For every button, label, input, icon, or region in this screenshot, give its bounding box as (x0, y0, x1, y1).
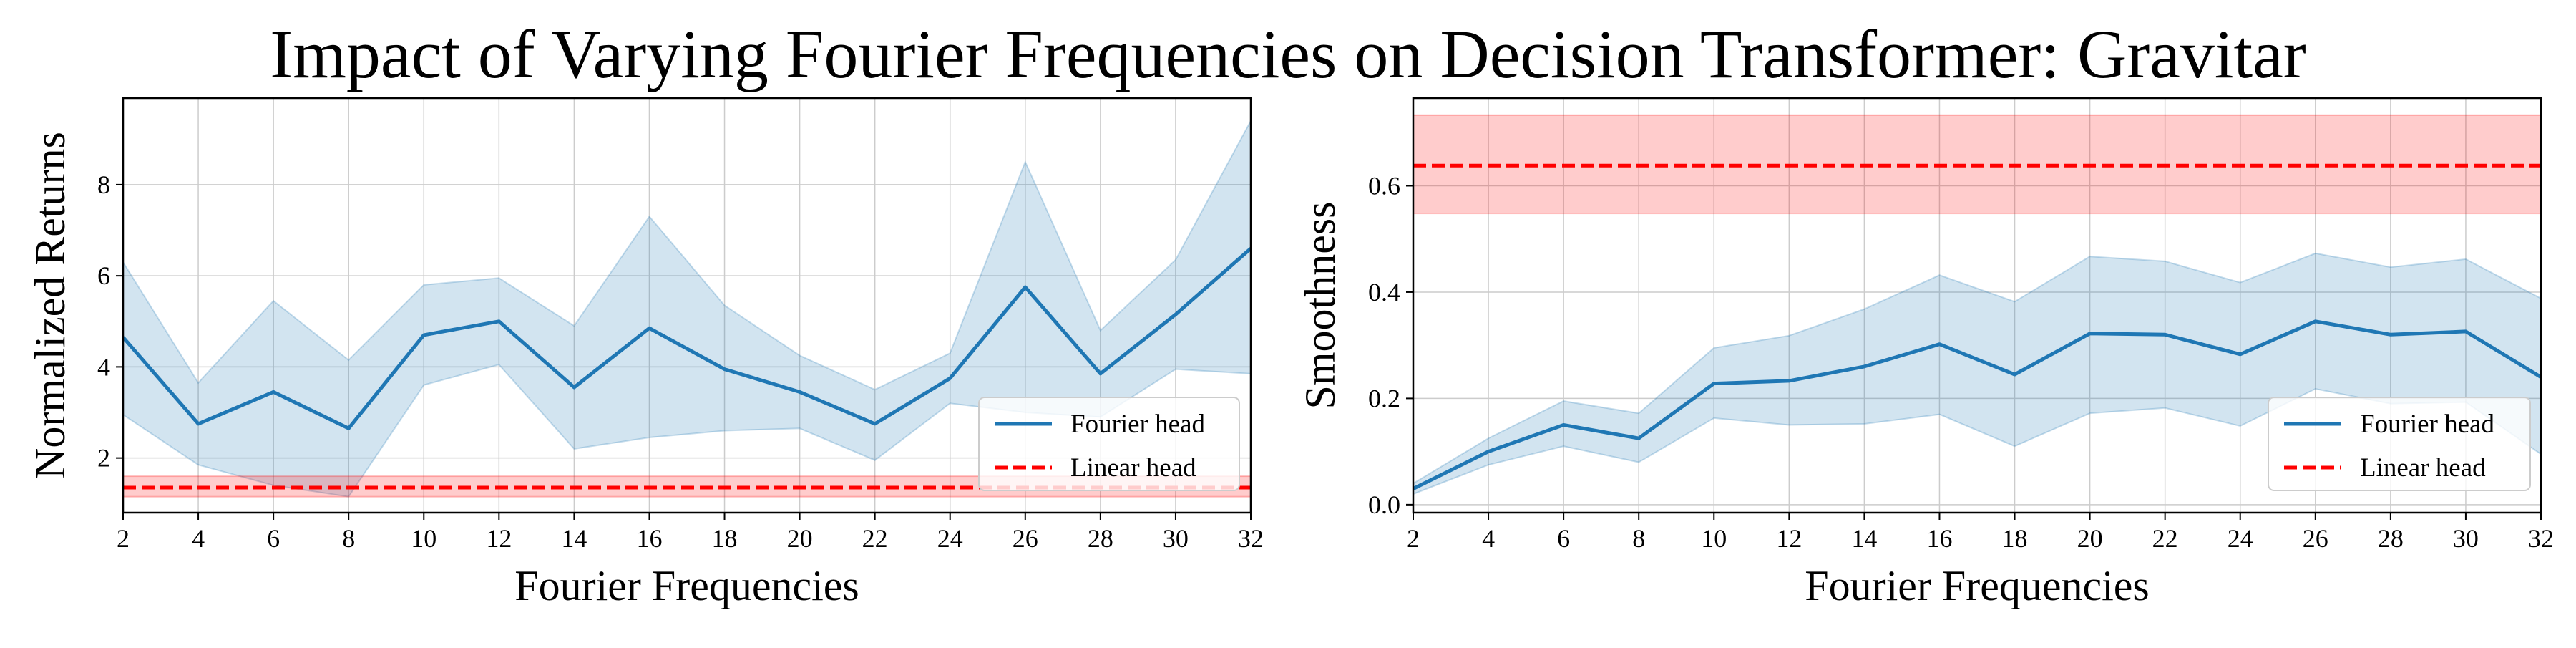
x-tick-label: 6 (267, 524, 280, 553)
y-tick-label: 0.2 (1368, 384, 1400, 412)
y-tick-label: 6 (97, 261, 110, 290)
y-axis-label: Smoothness (1297, 201, 1344, 409)
x-tick-label: 20 (787, 524, 813, 553)
x-tick-label: 32 (2528, 524, 2554, 553)
x-tick-label: 14 (561, 524, 587, 553)
x-tick-label: 18 (712, 524, 738, 553)
y-tick-label: 0.4 (1368, 278, 1400, 306)
y-axis-label: Normalized Returns (26, 132, 74, 479)
x-tick-label: 16 (1926, 524, 1952, 553)
y-tick-label: 8 (97, 170, 110, 199)
x-axis-label: Fourier Frequencies (1805, 562, 2150, 609)
x-tick-label: 32 (1238, 524, 1264, 553)
legend-label: Fourier head (2360, 410, 2495, 439)
legend-label: Linear head (2360, 453, 2486, 483)
x-tick-label: 20 (2077, 524, 2103, 553)
x-tick-label: 28 (2378, 524, 2404, 553)
x-tick-label: 18 (2002, 524, 2028, 553)
x-tick-label: 16 (636, 524, 662, 553)
y-tick-label: 0.0 (1368, 490, 1400, 519)
figure-title: Impact of Varying Fourier Frequencies on… (270, 16, 2306, 92)
x-tick-label: 10 (411, 524, 436, 553)
x-tick-label: 8 (1632, 524, 1645, 553)
x-tick-label: 28 (1088, 524, 1113, 553)
legend: Fourier head Linear head (2268, 397, 2530, 490)
y-tick-label: 2 (97, 444, 110, 473)
x-axis-label: Fourier Frequencies (514, 562, 859, 609)
x-tick-label: 14 (1851, 524, 1877, 553)
x-tick-label: 10 (1701, 524, 1727, 553)
x-tick-label: 12 (486, 524, 512, 553)
x-tick-label: 26 (1013, 524, 1038, 553)
legend-label: Fourier head (1070, 410, 1206, 439)
x-tick-label: 12 (1776, 524, 1802, 553)
x-tick-label: 8 (342, 524, 355, 553)
x-tick-label: 22 (2152, 524, 2178, 553)
x-tick-label: 22 (862, 524, 888, 553)
x-tick-label: 6 (1557, 524, 1570, 553)
legend: Fourier head Linear head (979, 397, 1239, 490)
legend-label: Linear head (1070, 453, 1196, 483)
y-tick-label: 4 (97, 352, 110, 381)
y-tick-label: 0.6 (1368, 171, 1400, 200)
x-tick-label: 2 (1407, 524, 1420, 553)
x-tick-label: 2 (117, 524, 130, 553)
x-tick-label: 4 (1482, 524, 1495, 553)
x-tick-label: 24 (937, 524, 963, 553)
x-tick-label: 30 (1163, 524, 1189, 553)
x-tick-label: 4 (192, 524, 205, 553)
x-tick-label: 24 (2228, 524, 2253, 553)
x-tick-label: 30 (2453, 524, 2479, 553)
x-tick-label: 26 (2303, 524, 2328, 553)
